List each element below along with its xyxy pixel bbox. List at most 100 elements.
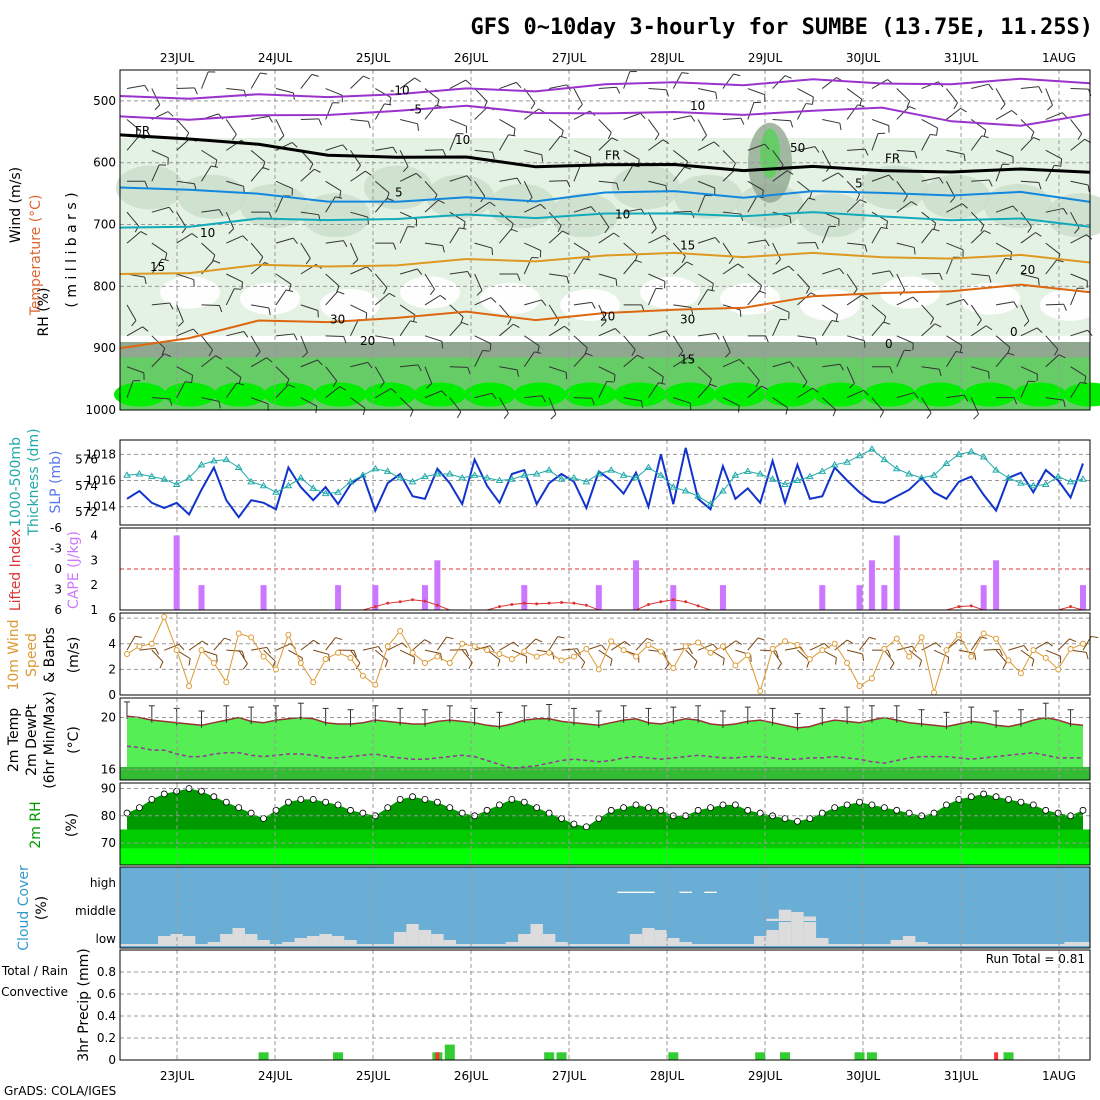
wind-barb (889, 662, 895, 670)
thickness-point (768, 475, 777, 482)
wind-barb (194, 87, 198, 95)
wind-barb (440, 653, 443, 661)
rh-point (856, 798, 863, 806)
wind-barb (201, 640, 209, 646)
contour-label: 30 (330, 312, 345, 326)
y-tick-rh: 80 (101, 809, 116, 823)
wind-barb (499, 119, 516, 129)
thickness-point (272, 488, 280, 495)
wind-barb (908, 649, 922, 661)
wind-point (359, 672, 366, 679)
thickness-point (905, 470, 914, 477)
wind-barb (785, 407, 789, 415)
wind-barb (350, 170, 366, 182)
wind-barb (896, 392, 915, 399)
wind-barb (715, 333, 720, 340)
wind-barb (936, 127, 938, 135)
y-tick: 900 (93, 341, 116, 355)
wind-barb (461, 649, 473, 663)
wind-barb (673, 304, 692, 308)
wind-barb (176, 381, 186, 398)
wind-barb (615, 278, 618, 286)
wind-barb (715, 92, 718, 100)
wind-barb (513, 641, 520, 647)
wind-barb (611, 137, 619, 142)
wind-barb (474, 242, 493, 249)
li-point (411, 598, 415, 602)
wind-barb (176, 211, 187, 228)
wind-barb (387, 642, 403, 651)
wind-barb (534, 351, 542, 354)
thickness-point (396, 473, 405, 481)
rh-point (508, 796, 516, 803)
rh-point (334, 801, 342, 809)
wind-barb (970, 119, 987, 131)
wind-point (533, 653, 540, 660)
wind-barb (889, 270, 894, 278)
wind-barb (647, 288, 657, 306)
wind-barb (926, 412, 932, 419)
wind-barb (889, 366, 893, 374)
wind-barb (747, 196, 758, 213)
conv-bar (435, 1052, 440, 1060)
wind-barb (350, 75, 364, 89)
wind-barb (350, 150, 361, 166)
thickness-point (756, 470, 765, 477)
cloud-bar (244, 934, 258, 946)
wind-barb (325, 144, 343, 151)
rh-point (520, 798, 528, 806)
contour-label: 20 (1020, 263, 1035, 277)
ylabel-rh: 2m RH (28, 801, 44, 848)
thickness-point (557, 475, 566, 482)
wind-barb (871, 397, 884, 412)
wind-barb (822, 267, 840, 275)
wind-barb (225, 211, 235, 229)
wind-barb (243, 331, 249, 338)
wind-barb (821, 397, 836, 411)
wind-barb (508, 134, 516, 137)
isotherm-line (119, 211, 1091, 229)
y-tick-wind: 6 (108, 611, 116, 625)
cape-bar (980, 585, 987, 610)
wind-barb (516, 82, 522, 88)
wind-barb (325, 273, 340, 287)
contour-label: 15 (680, 238, 695, 252)
wind-barb (869, 636, 877, 640)
wind-barb (285, 289, 293, 293)
rh-point (160, 790, 168, 798)
rh-cloud (364, 165, 432, 210)
wind-barb (921, 323, 936, 337)
wind-barb (846, 335, 865, 342)
dewpoint-line (126, 745, 1083, 770)
wind-barb (1013, 301, 1018, 309)
wind-barb (339, 386, 347, 391)
wind-barb (995, 352, 1009, 368)
wind-barb (722, 335, 731, 353)
wind-barb (499, 177, 518, 182)
rh-area (127, 788, 1083, 830)
wind-barb (562, 230, 569, 235)
wind-barb (460, 316, 464, 324)
wind-barb (775, 650, 779, 658)
wind-barb (1074, 227, 1080, 234)
temp-base (120, 766, 1090, 780)
wind-point (1030, 647, 1037, 654)
cape-bar (719, 585, 726, 610)
wind-barb (144, 277, 147, 285)
wind-barb (846, 199, 861, 213)
wind-barb (275, 195, 284, 213)
wind-barb (623, 242, 638, 256)
wind-barb (176, 180, 195, 185)
day-label-bottom: 31JUL (944, 1069, 979, 1083)
wind-barb (995, 335, 1011, 348)
wind-barb (449, 304, 464, 318)
li-point (386, 601, 390, 605)
wind-point (856, 683, 863, 690)
wind-barb (1080, 381, 1088, 385)
wind-barb (846, 88, 862, 100)
wind-barb (375, 88, 392, 98)
wind-barb (935, 642, 942, 648)
wind-barb (499, 366, 518, 371)
rh-point (545, 809, 553, 817)
wind-barb (896, 273, 906, 291)
